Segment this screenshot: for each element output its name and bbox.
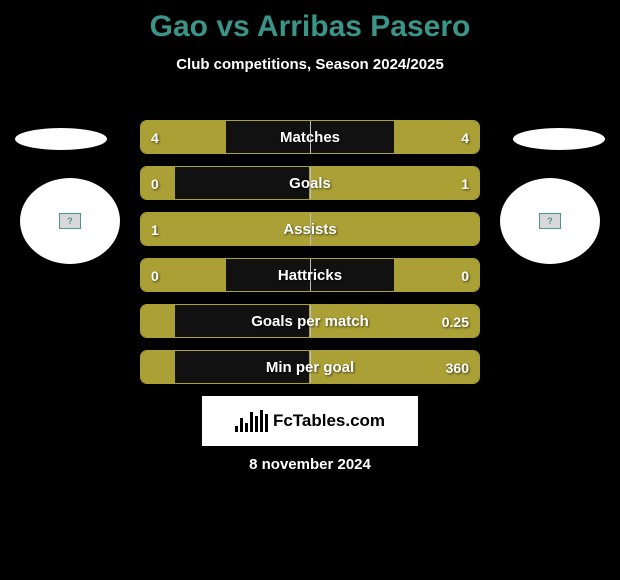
stat-label: Min per goal xyxy=(141,351,479,384)
stat-value-right: 0.25 xyxy=(442,305,469,338)
bar-chart-icon xyxy=(235,410,268,432)
stat-row: Goals per match0.25 xyxy=(140,304,480,338)
stat-label: Goals per match xyxy=(141,305,479,338)
player-badge-left: ? xyxy=(20,178,120,264)
player-badge-right: ? xyxy=(500,178,600,264)
logo-bar xyxy=(245,423,248,432)
player-ellipse-left xyxy=(15,128,107,150)
stat-row: Matches4 4 xyxy=(140,120,480,154)
fctables-logo: FcTables.com xyxy=(202,396,418,446)
stat-value-left: 0 xyxy=(151,259,159,292)
stat-value-right: 360 xyxy=(446,351,469,384)
placeholder-icon: ? xyxy=(539,213,561,229)
logo-bar xyxy=(255,416,258,432)
logo-bar xyxy=(265,414,268,432)
stat-row: Goals0 1 xyxy=(140,166,480,200)
stat-row: Assists1 xyxy=(140,212,480,246)
logo-bar xyxy=(235,426,238,432)
stat-label: Assists xyxy=(141,213,479,246)
comparison-chart: Matches44Goals01Assists1Hattricks00Goals… xyxy=(140,120,480,396)
stat-value-left: 4 xyxy=(151,121,159,154)
logo-text: FcTables.com xyxy=(273,411,385,431)
stat-row: Min per goal360 xyxy=(140,350,480,384)
stat-value-left: 0 xyxy=(151,167,159,200)
logo-bar xyxy=(260,410,263,432)
stat-value-left: 1 xyxy=(151,213,159,246)
player-ellipse-right xyxy=(513,128,605,150)
logo-bar xyxy=(250,412,253,432)
stat-row: Hattricks0 0 xyxy=(140,258,480,292)
date-label: 8 november 2024 xyxy=(0,456,620,473)
stat-label: Hattricks xyxy=(141,259,479,292)
stat-value-right: 1 xyxy=(461,167,469,200)
stat-value-right: 0 xyxy=(461,259,469,292)
stat-label: Matches xyxy=(141,121,479,154)
logo-bar xyxy=(240,418,243,432)
subtitle: Club competitions, Season 2024/2025 xyxy=(0,56,620,73)
stat-label: Goals xyxy=(141,167,479,200)
page-title: Gao vs Arribas Pasero xyxy=(0,0,620,44)
placeholder-icon: ? xyxy=(59,213,81,229)
stat-value-right: 4 xyxy=(461,121,469,154)
